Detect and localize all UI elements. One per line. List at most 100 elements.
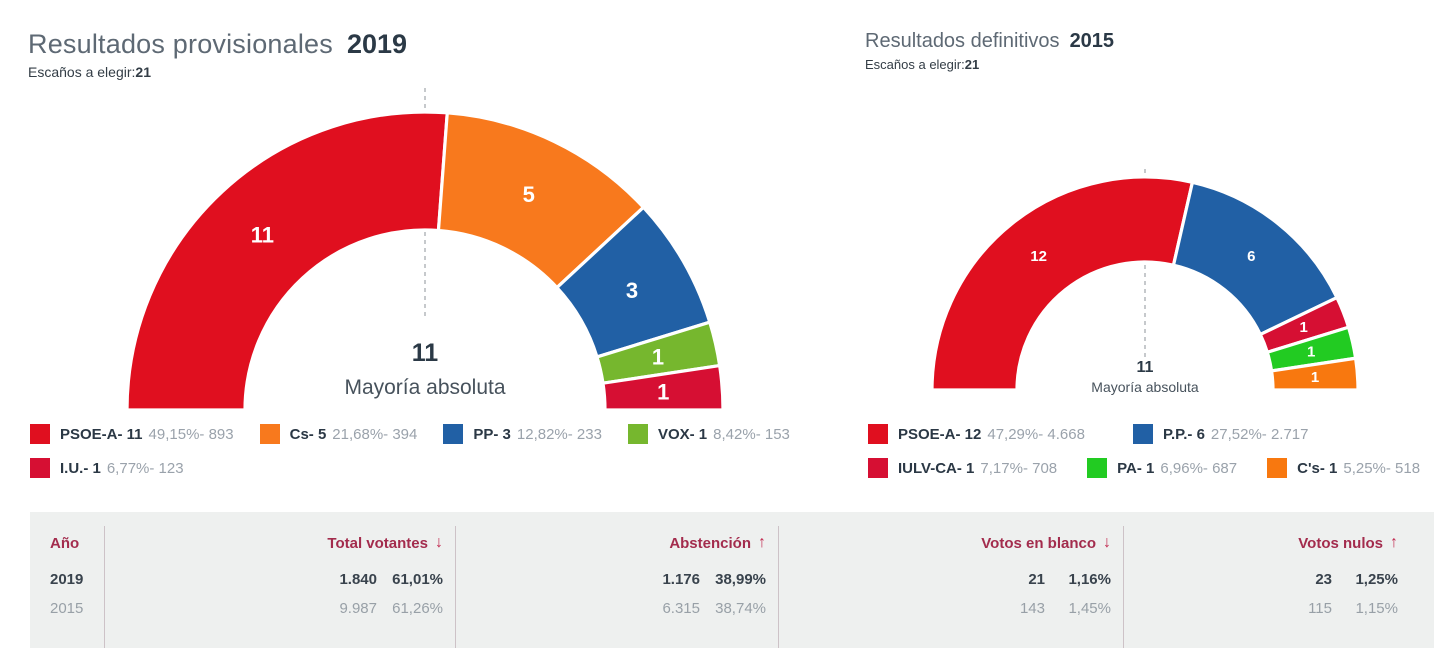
table-cell: 2019	[50, 565, 104, 594]
cell-percent: 1,15%	[1355, 600, 1398, 617]
table-cell: 115 1,15%	[1124, 594, 1398, 623]
results-title-2019: Resultados provisionales 2019	[28, 24, 407, 61]
legend-item: P.P.- 6 27,52%- 2.717	[1132, 424, 1309, 444]
table-column-votos-en-blanco: Votos en blanco ↓ 21 1,16% 143 1,45%	[779, 526, 1124, 648]
chart-slice-PSOE-A[interactable]	[125, 110, 449, 412]
column-header: Año	[50, 526, 104, 560]
legend-party-label: IULV-CA- 1	[898, 459, 975, 477]
legend-2019: PSOE-A- 11 49,15%- 893 Cs- 5 21,68%- 394 PP-…	[30, 424, 820, 492]
column-header-label: Total votantes	[327, 534, 428, 552]
legend-item: Cs- 5 21,68%- 394	[259, 424, 418, 444]
table-column-ano: Año 2019 2015	[30, 526, 105, 648]
table-cell: 6.315 38,74%	[456, 594, 766, 623]
slice-seat-count: 1	[652, 344, 664, 369]
legend-color-swatch	[443, 424, 464, 444]
legend-item: PSOE-A- 12 47,29%- 4.668	[868, 424, 1085, 444]
majority-label: Mayoría absoluta	[1091, 379, 1199, 395]
slice-seat-count: 6	[1247, 248, 1255, 265]
header-2015: Resultados definitivos 2015 Escaños a ele…	[865, 26, 1114, 72]
cell-percent: 1,25%	[1355, 571, 1398, 588]
seats-to-elect-label: Escaños a elegir:	[865, 57, 965, 72]
slice-seat-count: 3	[626, 278, 638, 303]
chart-slice-I.U.[interactable]	[601, 363, 725, 412]
legend-party-label: Cs- 5	[289, 425, 327, 443]
legend-row: PSOE-A- 12 47,29%- 4.668 P.P.- 6 27,52%- 2.…	[868, 424, 1428, 444]
table-cell: 23 1,25%	[1124, 565, 1398, 594]
trend-up-icon: ↑	[1390, 534, 1398, 551]
chart-slice-C's[interactable]	[1269, 356, 1360, 392]
column-header-label: Abstención	[669, 534, 751, 552]
year-value: 2019	[50, 571, 84, 588]
chart-slice-PSOE-A[interactable]	[930, 175, 1195, 392]
table-cell: 2015	[50, 594, 104, 623]
cell-percent: 1,45%	[1068, 600, 1111, 617]
results-title-text: Resultados provisionales	[28, 29, 333, 59]
legend-party-detail: 8,42%- 153	[713, 425, 790, 443]
seats-to-elect-label: Escaños a elegir:	[28, 64, 136, 80]
legend-party-detail: 6,96%- 687	[1160, 459, 1238, 477]
table-column-abstencion: Abstención ↑ 1.176 38,99% 6.315 38,74%	[456, 526, 779, 648]
legend-item: VOX- 1 8,42%- 153	[627, 424, 790, 444]
slice-seat-count: 11	[251, 222, 274, 247]
cell-percent: 61,01%	[392, 571, 443, 588]
legend-party-label: PSOE-A- 12	[898, 425, 982, 443]
legend-party-label: VOX- 1	[657, 425, 708, 443]
year-value: 2015	[50, 600, 84, 617]
legend-2015: PSOE-A- 12 47,29%- 4.668 P.P.- 6 27,52%- 2.…	[868, 424, 1428, 492]
slice-seat-count: 12	[1030, 248, 1047, 265]
results-title-year: 2015	[1069, 30, 1115, 52]
column-header: Abstención ↑	[456, 526, 766, 560]
seats-to-elect-line: Escaños a elegir:21	[28, 64, 407, 80]
slice-seat-count: 1	[1307, 344, 1315, 361]
seats-to-elect-value: 21	[135, 64, 151, 80]
legend-item: IULV-CA- 1 7,17%- 708	[868, 458, 1057, 478]
cell-count: 115	[1308, 600, 1332, 617]
majority-seats-value: 11	[1137, 359, 1154, 376]
legend-item: PSOE-A- 11 49,15%- 893	[30, 424, 234, 444]
slice-seat-count: 1	[1300, 319, 1308, 336]
legend-party-label: PSOE-A- 11	[60, 425, 143, 443]
column-header: Total votantes ↓	[105, 526, 443, 560]
legend-color-swatch	[1087, 458, 1108, 478]
legend-color-swatch	[1132, 424, 1153, 444]
slice-seat-count: 1	[657, 380, 669, 405]
legend-party-detail: 5,25%- 518	[1343, 459, 1421, 477]
cell-percent: 1,16%	[1068, 571, 1111, 588]
legend-party-detail: 6,77%- 123	[106, 459, 184, 477]
column-header-label: Año	[50, 534, 80, 552]
legend-item: I.U.- 1 6,77%- 123	[30, 458, 184, 478]
legend-row: IULV-CA- 1 7,17%- 708 PA- 1 6,96%- 687 C's- …	[868, 458, 1428, 478]
majority-seats-value: 11	[412, 339, 439, 367]
cell-count: 1.840	[339, 571, 377, 588]
legend-row: PSOE-A- 11 49,15%- 893 Cs- 5 21,68%- 394 PP-…	[30, 424, 820, 444]
table-column-total-votantes: Total votantes ↓ 1.840 61,01% 9.987 61,26%	[105, 526, 456, 648]
legend-item: C's- 1 5,25%- 518	[1267, 458, 1420, 478]
legend-item: PP- 3 12,82%- 233	[443, 424, 602, 444]
cell-count: 9.987	[339, 600, 377, 617]
seats-to-elect-line: Escaños a elegir:21	[865, 57, 1114, 72]
legend-color-swatch	[30, 458, 50, 478]
legend-color-swatch	[259, 424, 280, 444]
trend-down-icon: ↓	[1103, 534, 1111, 551]
cell-percent: 38,74%	[715, 600, 766, 617]
legend-party-label: PP- 3	[473, 425, 511, 443]
legend-party-detail: 49,15%- 893	[148, 425, 234, 443]
cell-percent: 38,99%	[715, 571, 766, 588]
table-cell: 1.840 61,01%	[105, 565, 443, 594]
table-cell: 21 1,16%	[779, 565, 1111, 594]
table-cell: 9.987 61,26%	[105, 594, 443, 623]
results-title-year: 2019	[346, 29, 408, 59]
legend-party-detail: 7,17%- 708	[980, 459, 1058, 477]
majority-label: Mayoría absoluta	[344, 376, 505, 399]
cell-count: 1.176	[662, 571, 700, 588]
historical-stats-table: Año 2019 2015 Total votantes ↓ 1.840 61,01% 9.9…	[30, 512, 1434, 648]
column-header-label: Votos en blanco	[981, 534, 1096, 552]
legend-party-detail: 21,68%- 394	[332, 425, 418, 443]
column-header: Votos nulos ↑	[1124, 526, 1398, 560]
legend-party-label: I.U.- 1	[60, 459, 101, 477]
